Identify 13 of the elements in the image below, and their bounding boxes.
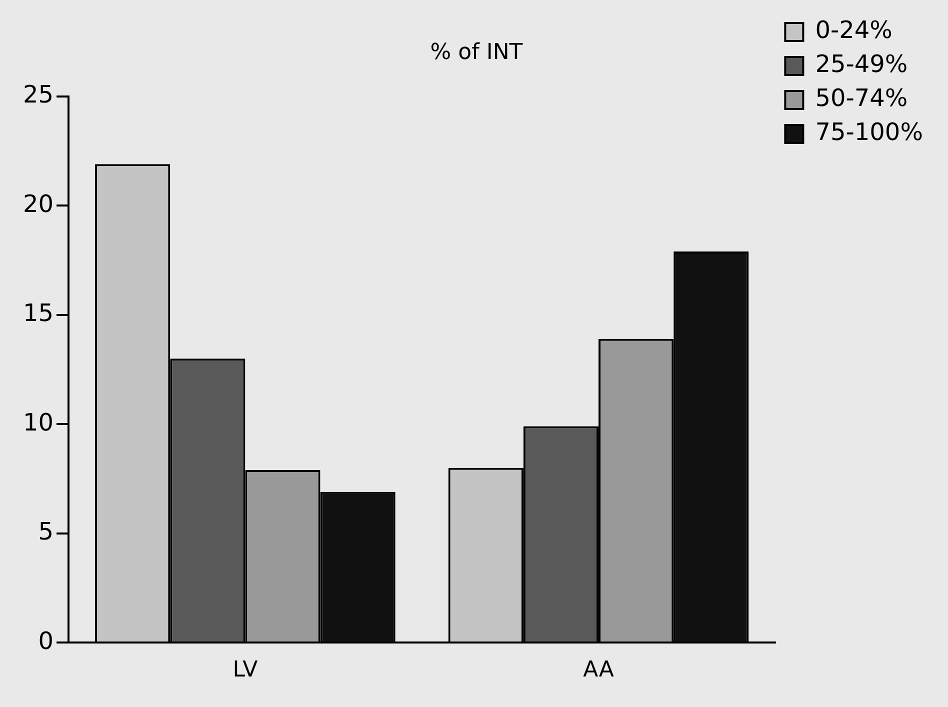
x-tick-label: AA: [583, 658, 614, 683]
y-tick-label: 15: [22, 299, 54, 328]
chart-title: % of INT: [430, 40, 524, 65]
y-tick-label: 0: [38, 626, 54, 655]
legend-label: 25-49%: [815, 50, 908, 78]
legend-label: 75-100%: [815, 118, 923, 146]
y-tick-label: 20: [22, 190, 54, 218]
y-tick-label: 25: [22, 80, 54, 109]
x-tick-label: LV: [232, 658, 258, 683]
y-tick-label: 5: [38, 518, 54, 546]
y-tick-label: 10: [22, 408, 54, 436]
legend-label: 0-24%: [815, 16, 892, 44]
legend-label: 50-74%: [815, 84, 908, 112]
